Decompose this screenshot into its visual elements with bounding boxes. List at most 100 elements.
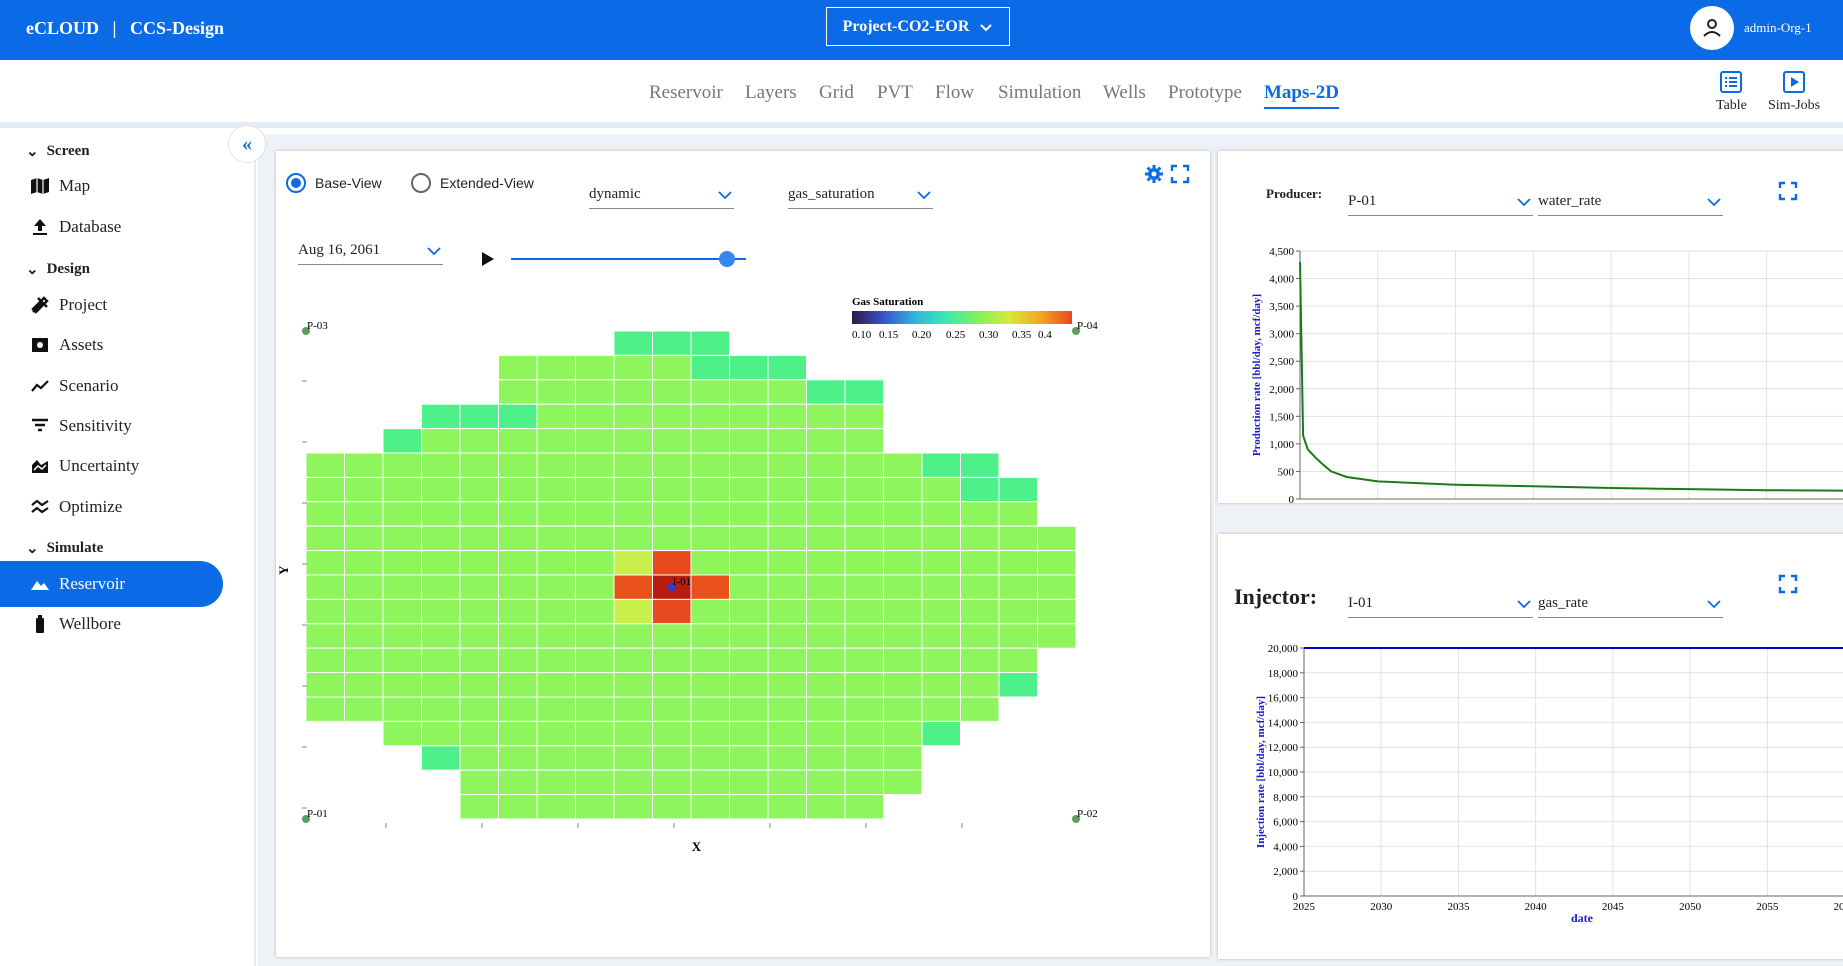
tab-flow[interactable]: Flow — [935, 82, 975, 103]
fullscreen-icon[interactable] — [1170, 164, 1190, 184]
map-cell — [536, 452, 576, 478]
tab-pvt[interactable]: PVT — [877, 82, 913, 103]
map-cell — [498, 354, 538, 381]
map-cell — [844, 647, 884, 674]
user-icon — [1690, 6, 1734, 50]
map-cell — [459, 452, 499, 478]
fullscreen-icon[interactable] — [1778, 181, 1798, 201]
app-brand[interactable]: eCLOUD | CCS-Design — [26, 18, 224, 38]
table-button[interactable]: Table — [1716, 70, 1747, 114]
map-cell — [459, 428, 499, 454]
map-cell — [382, 476, 422, 503]
time-slider[interactable] — [511, 251, 746, 267]
map-cell — [613, 428, 653, 454]
map-cell — [960, 550, 1000, 576]
slider-thumb[interactable] — [719, 251, 736, 267]
collapse-sidebar-button[interactable]: « — [228, 125, 266, 163]
map-cell — [344, 696, 384, 722]
double-chevron-left-icon: « — [242, 132, 252, 155]
section-simulate[interactable]: ⌄ Simulate — [26, 539, 103, 558]
map-cell — [690, 379, 730, 405]
producer-label: Producer: — [1266, 186, 1323, 201]
date-select[interactable]: Aug 16, 2061 — [298, 237, 443, 265]
y-tick-label: 18,000 — [1268, 668, 1299, 680]
map-cell — [806, 696, 846, 722]
map-cell — [498, 525, 538, 552]
map-cell — [844, 550, 884, 576]
base-view-radio[interactable]: Base-View — [286, 173, 382, 193]
tab-layers[interactable]: Layers — [745, 82, 797, 103]
map-cell — [613, 623, 653, 649]
section-screen[interactable]: ⌄ Screen — [26, 142, 90, 161]
tab-prototype[interactable]: Prototype — [1168, 82, 1242, 103]
tab-wells[interactable]: Wells — [1103, 82, 1146, 103]
sidebar-item-map[interactable]: Map — [0, 163, 223, 209]
map-cell — [652, 476, 692, 503]
injector-variable-select[interactable]: gas_rate — [1538, 590, 1723, 618]
map-cell — [729, 794, 769, 820]
sidebar-item-reservoir[interactable]: Reservoir — [0, 561, 223, 607]
well-label: P-01 — [307, 808, 328, 820]
property-select[interactable]: gas_saturation — [788, 181, 933, 209]
map-cell — [382, 525, 422, 552]
sidebar-item-label: Sensitivity — [59, 416, 132, 435]
tab-simulation[interactable]: Simulation — [998, 82, 1082, 103]
gear-icon[interactable] — [1144, 164, 1164, 184]
map-cell — [729, 501, 769, 527]
tab-maps-2d[interactable]: Maps-2D — [1264, 82, 1339, 109]
map-cell — [536, 501, 576, 527]
sidebar-item-assets[interactable]: Assets — [0, 322, 223, 368]
sidebar-item-project[interactable]: Project — [0, 282, 223, 328]
y-tick-label: 0 — [1293, 891, 1299, 903]
injector-well-select[interactable]: I-01 — [1348, 590, 1533, 618]
map-cell — [844, 379, 884, 405]
map-cell — [729, 574, 769, 600]
map-cell — [536, 696, 576, 722]
project-name: Project-CO2-EOR — [842, 17, 970, 35]
map-cell — [844, 452, 884, 478]
sidebar-item-uncertainty[interactable]: Uncertainty — [0, 443, 223, 489]
sidebar-item-sensitivity[interactable]: Sensitivity — [0, 403, 223, 449]
user-menu[interactable]: admin-Org-1 — [1690, 6, 1812, 50]
map-cell — [806, 452, 846, 478]
map-cell — [844, 525, 884, 552]
map-cell — [613, 647, 653, 674]
producer-variable-select[interactable]: water_rate — [1538, 188, 1723, 216]
map-cell — [921, 623, 961, 649]
project-selector[interactable]: Project-CO2-EOR — [826, 7, 1010, 46]
main-nav: Reservoir Layers Grid PVT Flow Simulatio… — [0, 60, 1843, 128]
tab-reservoir[interactable]: Reservoir — [649, 82, 723, 103]
chevron-down-icon: ⌄ — [26, 144, 39, 160]
extended-view-radio[interactable]: Extended-View — [411, 173, 534, 193]
map-cell — [498, 550, 538, 576]
producer-well-select[interactable]: P-01 — [1348, 188, 1533, 216]
sidebar-item-label: Wellbore — [59, 614, 121, 633]
section-design[interactable]: ⌄ Design — [26, 260, 90, 279]
map-cell — [652, 745, 692, 771]
area-chart-icon — [28, 454, 52, 478]
map-cell — [806, 745, 846, 771]
tab-grid[interactable]: Grid — [819, 82, 854, 103]
map-cell — [575, 769, 615, 796]
map-cell — [806, 403, 846, 430]
section-title: Simulate — [46, 540, 104, 556]
sidebar-item-optimize[interactable]: Optimize — [0, 484, 223, 530]
sim-jobs-button[interactable]: Sim-Jobs — [1768, 70, 1820, 114]
map-cell — [690, 598, 730, 625]
map-cell — [498, 769, 538, 796]
map-cell — [536, 769, 576, 796]
sidebar-item-database[interactable]: Database — [0, 204, 223, 250]
fullscreen-icon[interactable] — [1778, 574, 1798, 594]
map-cell — [575, 623, 615, 649]
map-cell — [575, 647, 615, 674]
mode-select[interactable]: dynamic — [589, 181, 734, 209]
map-cell — [806, 769, 846, 796]
y-tick-label: 8,000 — [1273, 792, 1298, 804]
y-tick-label: 0 — [1289, 494, 1295, 503]
play-button[interactable] — [481, 251, 495, 267]
sidebar-item-scenario[interactable]: Scenario — [0, 363, 223, 409]
map-cell — [459, 525, 499, 552]
map-cell — [729, 745, 769, 771]
sidebar-item-wellbore[interactable]: Wellbore — [0, 601, 223, 647]
map-cell — [729, 720, 769, 747]
